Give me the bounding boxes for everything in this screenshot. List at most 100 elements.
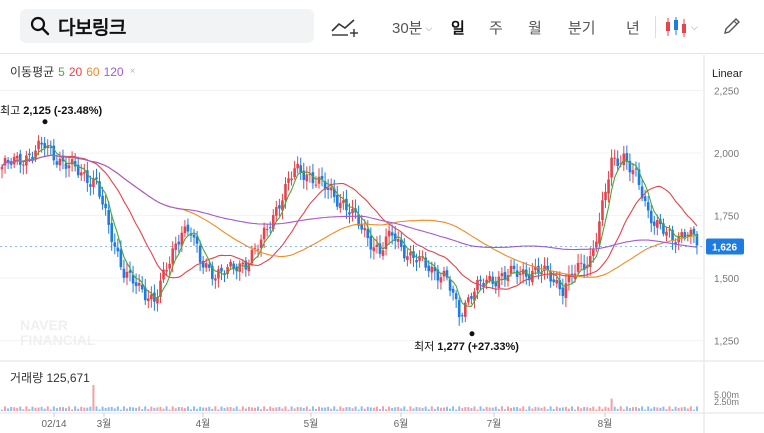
candle-body [70,159,74,165]
volume-bar [186,406,189,411]
volume-bar [278,406,281,411]
volume-bar [607,407,610,411]
volume-bar [665,409,668,411]
volume-bar [162,408,165,411]
volume-bar [171,406,174,411]
candle-body [116,247,120,252]
period-day[interactable]: 일 [451,20,465,37]
stock-search[interactable]: 다보링크 [20,9,314,43]
candle-body [40,142,43,145]
candle-body [247,263,251,272]
period-week[interactable]: 주 [489,20,503,37]
candle-body [317,176,321,184]
volume-bar [644,409,647,411]
ma-20[interactable]: 20 [68,64,83,79]
volume-bar [220,406,223,411]
candle-body [649,210,653,224]
volume-bar [525,409,528,411]
candle-body [64,163,68,169]
scale-toggle[interactable]: Linear [712,68,743,80]
candle-body [595,241,598,248]
candle-body [12,156,16,165]
volume-bar [138,406,141,411]
ma-5[interactable]: 5 [58,64,65,79]
candle-body [168,263,171,269]
candle-body [299,165,303,173]
candle-body [396,238,400,242]
volume-bar [165,406,168,411]
volume-bar [269,406,272,411]
ma-20-line [1,154,698,290]
candle-body [409,252,412,256]
candle-body [131,274,135,284]
volume-bar [250,407,253,411]
volume-bar [570,406,573,411]
candle-body [351,208,354,214]
candle-body [183,226,187,234]
volume-bar [567,408,570,411]
candle-body [165,270,168,272]
volume-bar [531,408,534,411]
candle-body [220,267,223,272]
volume-bar [49,409,52,411]
candle-body [177,241,181,245]
volume-bar [110,406,113,411]
volume-bar [372,407,375,411]
candle-body [491,276,495,284]
candle-body [451,288,455,293]
volume-bar [305,406,308,411]
candle-body [214,278,217,281]
candle-body [607,179,610,194]
candle-body [652,221,656,226]
volume-bar [205,407,208,411]
x-tick-label: 3월 [97,418,112,430]
candle-body [162,269,165,280]
chart-type-select[interactable]: ⌵ [664,14,702,40]
volume-bar [199,406,202,411]
volume-bar [7,408,10,411]
volume-bar [28,408,31,411]
candle-body [335,194,339,207]
candle-body [76,164,80,176]
volume-bar [488,407,491,411]
period-year[interactable]: 년 [626,20,640,37]
close-icon[interactable]: × [129,66,136,77]
candle-body [259,239,263,248]
volume-bar [378,408,381,411]
volume-bar [132,407,135,411]
candle-body [345,198,348,211]
candle-body [625,153,629,162]
volume-bar [125,408,128,411]
pencil-icon[interactable] [722,16,742,36]
candle-body [588,256,592,268]
volume-bar [592,406,595,411]
volume-bar [253,407,256,411]
ma-60[interactable]: 60 [86,64,100,79]
candle-body [326,187,330,190]
volume-bar [80,406,83,411]
volume-bar [388,406,391,411]
chevron-down-icon: ⌵ [425,23,433,33]
volume-bar [226,407,229,411]
volume-bar [418,407,421,411]
period-30min[interactable]: 30분 ⌵ [392,20,433,37]
candle-body [360,223,363,230]
volume-bar [284,406,287,411]
candle-body [546,265,549,271]
volume-bar [1,409,3,411]
stock-chart[interactable]: 2,250 2,000 1,750 1,500 1,250 NAVER FINANCIAL 최… [0,55,764,433]
period-quarter[interactable]: 분기 [568,20,596,37]
volume-bar [107,407,110,411]
ma-120[interactable]: 120 [103,64,124,79]
candle-body [28,153,31,156]
candle-body [656,220,659,228]
candle-body [226,267,229,275]
period-month[interactable]: 월 [528,20,542,37]
candle-body [256,249,260,251]
candle-body [634,168,638,170]
compare-chart-icon[interactable] [330,15,360,39]
volume-bar [689,406,692,411]
candle-body [631,170,635,175]
volume-bar [153,407,156,411]
